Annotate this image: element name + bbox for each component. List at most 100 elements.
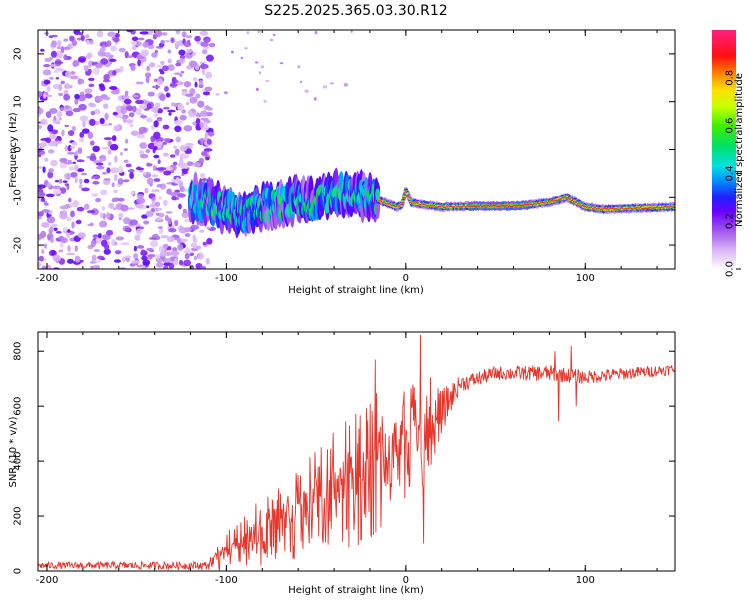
spectrogram-noise-blob: [147, 254, 156, 258]
spectrogram-speck: [254, 61, 259, 64]
spectrogram-noise-blob: [63, 46, 71, 51]
spectrogram-noise-blob: [66, 216, 72, 222]
spectrogram-noise-blob: [183, 259, 192, 267]
snr-panel: -200 -100 0 100 0 200 400 600 800 Height of stra…: [8, 331, 676, 596]
spectrogram-noise-blob: [94, 95, 103, 103]
spectrogram-noise-blob: [103, 137, 113, 141]
spectrogram-noise-blob: [197, 100, 205, 108]
spectrogram-noise-blob: [64, 145, 69, 152]
colorbar-tick-label: 0.6: [725, 118, 736, 134]
spectrogram-noise-blob: [170, 37, 175, 44]
spectrogram-noise-blob: [135, 81, 144, 85]
spectrogram-noise-blob: [76, 168, 85, 173]
spectrogram-noise-blob: [174, 41, 180, 49]
spectrogram-noise-blob: [173, 145, 177, 149]
spectrogram-noise-blob: [103, 248, 111, 255]
spectrogram-noise-blob: [131, 105, 137, 113]
spectrogram-noise-blob: [173, 258, 179, 266]
spectrogram-noise-blob: [83, 178, 90, 184]
spectrogram-noise-blob: [140, 265, 146, 269]
spectrogram-noise-blob: [113, 125, 121, 132]
spectrogram-noise-blob: [68, 197, 72, 203]
spectrogram-ytick-label: 0: [13, 146, 24, 152]
spectrogram-noise-blob: [205, 71, 213, 79]
spectrogram-noise-blob: [171, 195, 177, 201]
spectrogram-noise-blob: [77, 78, 85, 85]
spectrogram-noise: [38, 30, 353, 269]
spectrogram-track-blob: [672, 206, 675, 209]
spectrogram-xtick-label: 100: [576, 273, 595, 284]
spectrogram-noise-blob: [136, 197, 146, 204]
spectrogram-noise-blob: [178, 58, 185, 64]
spectrogram-noise-blob: [122, 179, 130, 183]
spectrogram-noise-blob: [153, 120, 159, 128]
spectrogram-noise-blob: [51, 40, 57, 48]
spectrogram-noise-blob: [205, 54, 214, 62]
spectrogram-noise-blob: [180, 154, 190, 159]
spectrogram-noise-blob: [64, 83, 71, 89]
spectrogram-noise-blob: [56, 40, 62, 47]
spectrogram-noise-blob: [154, 254, 161, 259]
spectrogram-noise-blob: [108, 162, 112, 166]
spectrogram-noise-blob: [95, 237, 103, 244]
spectrogram-noise-blob: [171, 76, 177, 84]
spectrogram-noise-blob: [139, 31, 149, 35]
colorbar-tick-label: 0.2: [725, 213, 736, 229]
spectrogram-noise-blob: [146, 177, 154, 185]
spectrogram-noise-blob: [175, 62, 182, 67]
spectrogram-noise-blob: [71, 221, 75, 229]
spectrogram-noise-blob: [163, 106, 170, 110]
spectrogram-noise-blob: [184, 232, 191, 238]
spectrogram-noise-blob: [43, 243, 48, 249]
colorbar-ticks: 0.0 0.2 0.4 0.6 0.8: [725, 70, 741, 277]
spectrogram-noise-blob: [194, 81, 198, 88]
spectrogram-noise-blob: [99, 189, 108, 196]
spectrogram-noise-blob: [90, 240, 96, 248]
spectrogram-noise-blob: [41, 209, 50, 213]
spectrogram-noise-blob: [43, 63, 51, 68]
spectrogram-noise-blob: [184, 226, 192, 233]
spectrogram-noise-blob: [78, 184, 83, 189]
spectrogram-noise-blob: [168, 112, 172, 116]
spectrogram-noise-blob: [49, 133, 58, 140]
spectrogram-noise-blob: [88, 83, 95, 88]
spectrogram-noise-blob: [42, 166, 46, 173]
spectrogram-ytick-label: 20: [13, 48, 24, 61]
spectrogram-noise-blob: [59, 106, 65, 111]
spectrogram-noise-blob: [136, 193, 145, 199]
spectrogram-noise-blob: [202, 241, 208, 246]
spectrogram-noise-blob: [137, 37, 145, 41]
spectrogram-noise-blob: [200, 110, 208, 117]
spectrogram-noise-blob: [166, 236, 176, 243]
spectrogram-noise-blob: [112, 207, 117, 211]
spectrogram-noise-blob: [63, 93, 71, 101]
spectrogram-noise-blob: [201, 49, 208, 55]
spectrogram-noise-blob: [85, 34, 90, 39]
spectrogram-noise-blob: [184, 253, 190, 260]
spectrogram-noise-blob: [136, 245, 145, 249]
spectrogram-noise-blob: [102, 103, 109, 109]
spectrogram-noise-blob: [90, 110, 96, 116]
spectrogram-noise-blob: [64, 124, 70, 128]
spectrogram-noise-blob: [178, 203, 182, 210]
spectrogram-noise-blob: [175, 30, 181, 35]
spectrogram-ytick-label: 10: [13, 95, 24, 108]
spectrogram-noise-blob: [72, 200, 79, 208]
spectrogram-noise-blob: [178, 259, 184, 266]
spectrogram-noise-blob: [138, 126, 148, 134]
spectrogram-noise-blob: [181, 211, 190, 219]
spectrogram-noise-blob: [45, 111, 52, 119]
spectrogram-noise-blob: [179, 114, 187, 121]
spectrogram-noise-blob: [74, 150, 79, 156]
spectrogram-noise-blob: [133, 253, 139, 260]
spectrogram-noise-blob: [173, 72, 181, 75]
spectrogram-noise-blob: [205, 257, 210, 265]
spectrogram-noise-blob: [89, 39, 94, 45]
spectrogram-noise-blob: [178, 158, 184, 166]
spectrogram-noise-blob: [157, 78, 163, 86]
spectrogram-noise-blob: [58, 117, 62, 121]
spectrogram-noise-blob: [121, 256, 126, 263]
spectrogram-noise-blob: [205, 156, 210, 160]
spectrogram-noise-blob: [156, 183, 163, 188]
spectrogram-noise-blob: [208, 42, 216, 48]
